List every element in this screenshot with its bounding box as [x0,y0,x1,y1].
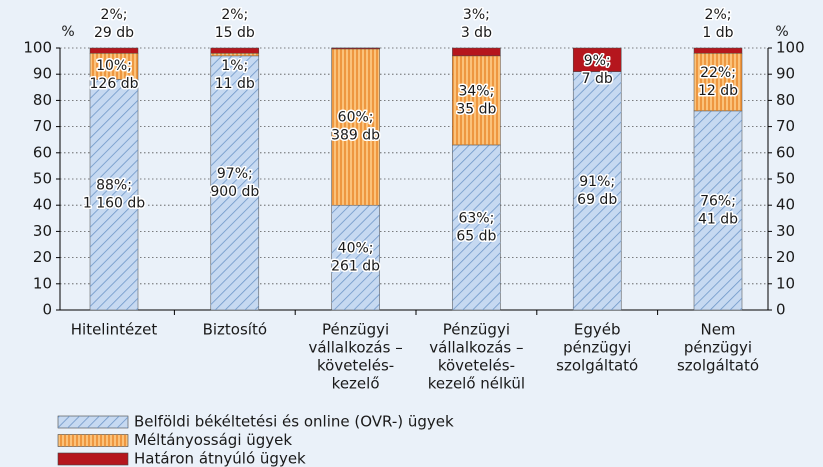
y2-tick-label: 70 [776,117,795,135]
bar-hatch [331,205,380,310]
data-label: 69 db [577,192,617,208]
bar-hatch [694,110,742,310]
x-tick-label: Nem [700,321,735,339]
y2-tick-label: 60 [776,143,795,161]
legend-label: Méltányossági ügyek [134,431,292,449]
legend-hatch [58,416,128,428]
data-label: 63%; [458,210,494,226]
x-tick-label: Pénzügyi [322,321,389,339]
y-tick-label: 30 [33,222,52,240]
bar-hatch [90,79,138,310]
y2-tick-label: 80 [776,91,795,109]
data-label: 29 db [94,25,134,41]
bar-hatch [210,53,259,56]
data-label: 7 db [582,71,613,87]
bar-segment [89,47,139,54]
x-tick-label: Biztosító [203,321,267,339]
bar-segment [693,47,743,54]
x-tick-label: pénzügyi [563,339,631,357]
y2-tick-label: 40 [776,196,795,214]
data-label: 126 db [90,76,139,92]
data-label: 22%; [700,65,736,81]
legend-hatch [58,434,128,447]
data-label: 34%; [458,83,494,99]
data-label: 9%; [584,53,611,69]
bar-hatch [573,71,622,310]
data-label: 12 db [698,83,738,99]
data-label: 40%; [338,241,374,257]
y-tick-label: 90 [33,65,52,83]
data-label: 389 db [331,128,380,144]
x-tick-label: szolgáltató [556,357,638,375]
data-label: 97%; [217,166,253,182]
y-tick-label: 10 [33,274,52,292]
x-tick-label: Hitelintézet [71,321,158,339]
bar-hatch [452,144,501,310]
data-label: 10%; [96,58,132,74]
x-tick-label: követelés- [438,357,515,375]
x-tick-label: vállalkozás – [429,339,523,357]
y2-tick-label: 90 [776,65,795,83]
data-label: 2%; [101,7,128,23]
data-label: 261 db [331,259,380,275]
data-label: 11 db [215,76,255,92]
bar-segment [452,47,501,57]
x-tick-label: szolgáltató [677,357,759,375]
x-tick-label: kezelő [332,375,380,393]
data-label: 2%; [705,7,732,23]
y-tick-label: 0 [42,301,52,319]
y2-tick-label: 20 [776,248,795,266]
data-label: 65 db [456,228,496,244]
y-unit: % [61,24,74,40]
data-label: 35 db [456,101,496,117]
data-label: 3%; [463,7,490,23]
data-label: 41 db [698,211,738,227]
y-tick-label: 20 [33,248,52,266]
data-label: 60%; [338,110,374,126]
data-label: 900 db [210,184,259,200]
data-label: 15 db [215,25,255,41]
x-tick-label: követelés- [317,357,394,375]
y-tick-label: 80 [33,91,52,109]
data-label: 1 db [702,25,733,41]
y2-tick-label: 100 [776,39,805,57]
bar-segment [210,47,260,54]
bar-hatch [90,53,138,80]
data-label: 91%; [579,174,615,190]
bar-hatch [210,55,259,310]
y-tick-label: 100 [23,39,52,57]
x-tick-label: Egyéb [574,321,621,339]
y2-tick-label: 30 [776,222,795,240]
bar-hatch [452,55,501,145]
y2-unit: % [775,24,788,40]
x-tick-label: pénzügyi [684,339,752,357]
y-tick-label: 50 [33,170,52,188]
legend-swatch [57,452,129,466]
bar-hatch [331,48,380,206]
x-tick-label: vállalkozás – [308,339,402,357]
bar-hatch [694,53,742,111]
x-tick-label: kezelő nélkül [428,375,525,393]
y2-tick-label: 10 [776,274,795,292]
y-tick-label: 60 [33,143,52,161]
y2-tick-label: 0 [776,301,786,319]
data-label: 1 160 db [83,196,145,212]
bar-segment [572,47,622,72]
y-tick-label: 40 [33,196,52,214]
legend-label: Határon átnyúló ügyek [134,450,306,467]
x-tick-label: Pénzügyi [443,321,510,339]
data-label: 76%; [700,193,736,209]
legend-label: Belföldi békéltetési és online (OVR-) üg… [134,413,454,431]
data-label: 3 db [461,25,492,41]
data-label: 88%; [96,178,132,194]
data-label: 2%; [221,7,248,23]
y2-tick-label: 50 [776,170,795,188]
data-label: 1%; [221,58,248,74]
bar-segment [331,47,380,50]
y-tick-label: 70 [33,117,52,135]
